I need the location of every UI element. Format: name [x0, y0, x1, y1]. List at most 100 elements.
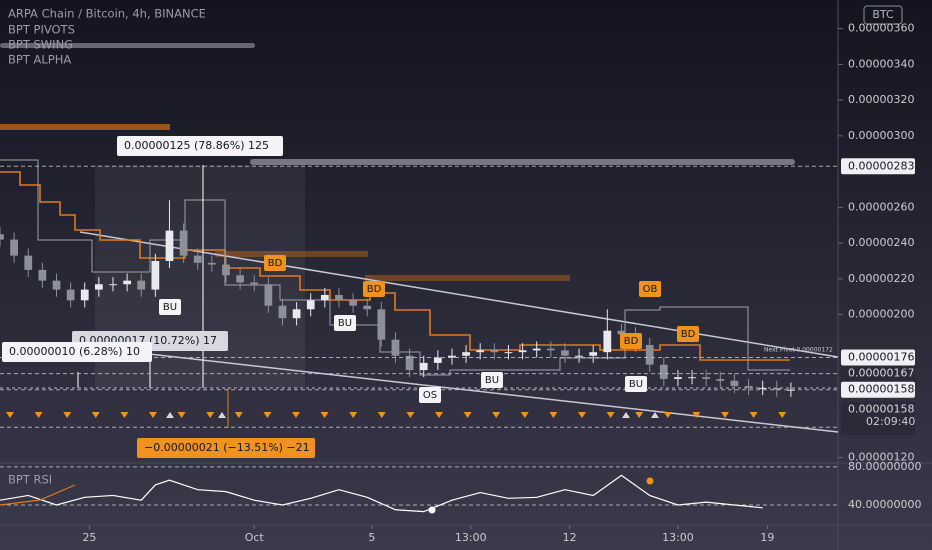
swing-marker: [578, 412, 586, 418]
signal-label: OB: [643, 284, 658, 295]
y-tick-label: 0.00000320: [848, 93, 914, 106]
indicator-label: BPT SWING: [8, 38, 73, 52]
swing-marker: [749, 412, 758, 418]
y-tick-label: 0.00000260: [848, 200, 914, 213]
candle-body: [730, 380, 739, 387]
candle-body: [377, 309, 386, 340]
candle-body: [66, 289, 75, 301]
signal-box: [639, 281, 661, 297]
signal-label: OS: [423, 390, 437, 401]
candle-body: [109, 284, 117, 286]
x-tick-label: 13:00: [662, 531, 694, 544]
rsi-dot: [646, 477, 654, 485]
y-tick-label: 0.00000360: [848, 22, 914, 35]
candle-body: [504, 352, 513, 354]
candle-body: [292, 309, 301, 319]
swing-marker: [406, 412, 415, 418]
swing-marker: [349, 412, 358, 418]
signal-box: [334, 315, 356, 331]
currency-label[interactable]: BTC: [872, 8, 894, 21]
swing-marker: [622, 412, 630, 418]
price-label: 0.00000167: [848, 367, 914, 380]
swing-marker: [663, 412, 672, 418]
price-label-box: [841, 158, 915, 175]
candle-body: [80, 289, 89, 301]
swing-marker: [320, 412, 329, 418]
x-tick-label: 25: [82, 531, 96, 544]
x-tick-label: Oct: [245, 531, 265, 544]
swing-marker: [435, 412, 443, 418]
signal-label: BU: [338, 318, 352, 329]
currency-box[interactable]: [863, 5, 903, 25]
trend-line: [79, 231, 839, 358]
candle-body: [518, 350, 527, 353]
measure-label: 0.00000010 (6.28%) 10: [9, 345, 140, 358]
candle-body: [137, 280, 146, 290]
candle-body: [320, 294, 329, 301]
candle-body: [24, 255, 33, 270]
candle-body: [349, 300, 357, 306]
swing-marker: [651, 412, 659, 418]
candle-body: [532, 348, 541, 351]
swing-marker: [492, 412, 501, 418]
rsi-line-orange: [0, 484, 76, 506]
candle-body: [476, 350, 485, 353]
candle-body: [645, 345, 654, 365]
measure-label: −0.00000021 (−13.51%) −21: [144, 441, 310, 454]
swing-marker: [218, 412, 226, 418]
candle-body: [179, 230, 188, 256]
candle-body: [123, 280, 131, 285]
candle-body: [688, 377, 696, 379]
candle-body: [603, 330, 612, 353]
x-tick-label: 5: [368, 531, 375, 544]
y-tick-label: 0.00000240: [848, 236, 914, 249]
price-label-box: [841, 381, 915, 398]
chart-title: ARPA Chain / Bitcoin, 4h, BINANCE: [8, 7, 206, 21]
price-label: 0.00000283: [848, 159, 914, 172]
swing-marker: [120, 412, 129, 418]
swing-marker: [606, 412, 615, 418]
countdown: 02:09:40: [866, 415, 915, 428]
price-label-box: [841, 365, 915, 382]
swing-line: [0, 171, 790, 361]
candle-body: [306, 300, 315, 310]
candle-body: [405, 355, 414, 371]
price-label: 0.00000158: [848, 403, 914, 416]
signal-label: BU: [163, 302, 177, 313]
next-pivot: Next Pivot 0.00000172: [764, 347, 833, 354]
signal-label: BD: [268, 258, 283, 269]
swing-marker: [721, 412, 729, 418]
swing-marker: [177, 412, 186, 418]
candle-body: [462, 352, 470, 356]
candle-body: [250, 282, 259, 285]
swing-marker: [549, 412, 558, 418]
candle-body: [10, 239, 19, 256]
signal-label: BU: [485, 375, 499, 386]
signal-box: [264, 255, 286, 271]
swing-marker: [377, 412, 386, 418]
pivot-bar: [0, 124, 170, 130]
candle-body: [617, 330, 626, 335]
countdown-box: [841, 414, 915, 430]
swing-marker: [463, 412, 472, 418]
candle-body: [546, 348, 555, 351]
candle-body: [193, 255, 202, 263]
candle-body: [207, 262, 216, 265]
price-label: 0.00000158: [848, 383, 914, 396]
pivot-bar: [365, 275, 570, 281]
pivot-bar: [215, 251, 368, 257]
candle-body: [335, 294, 343, 301]
trend-line: [69, 344, 839, 433]
candle-body: [702, 377, 711, 379]
rsi-line: [0, 474, 763, 513]
swing-bar: [0, 43, 255, 48]
candle-body: [561, 350, 569, 356]
swing-marker: [692, 412, 701, 418]
price-label-box: [841, 349, 915, 366]
candle-body: [575, 355, 583, 357]
candle-body: [151, 260, 160, 290]
x-tick-label: 19: [760, 531, 774, 544]
candle-body: [94, 284, 103, 290]
swing-marker: [166, 412, 174, 418]
signal-box: [481, 372, 503, 388]
